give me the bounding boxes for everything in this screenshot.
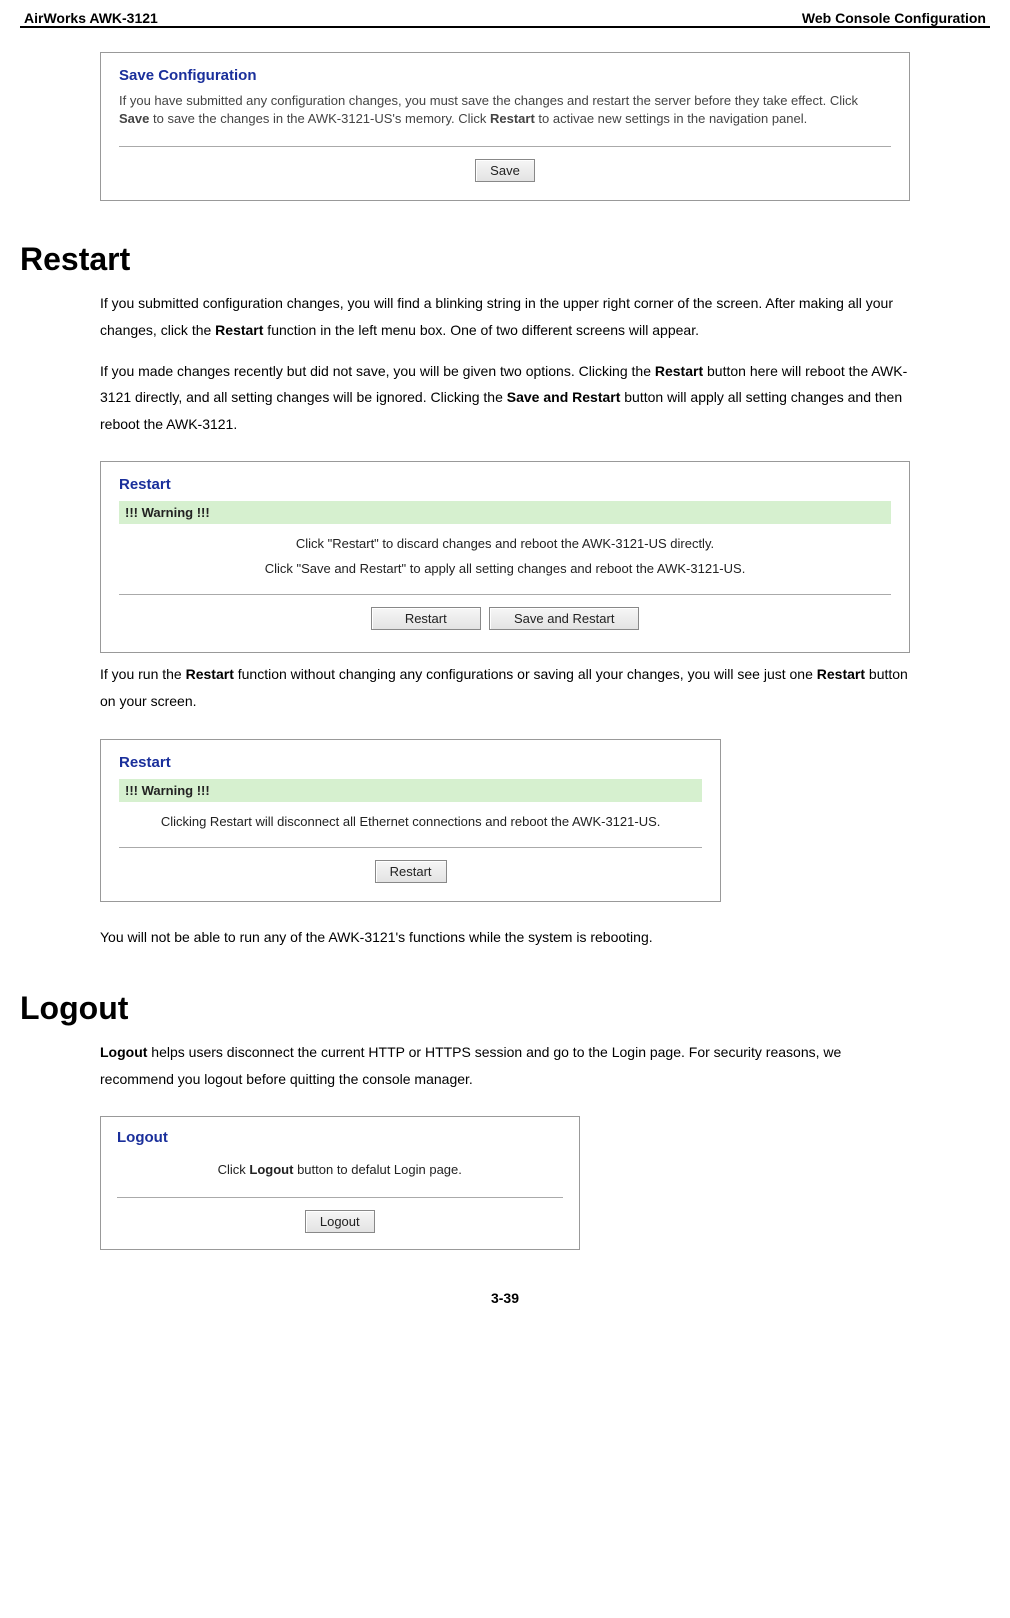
restart-panel2-title: Restart <box>119 754 702 771</box>
logout-heading: Logout <box>20 990 910 1027</box>
save-config-panel: Save Configuration If you have submitted… <box>100 52 910 201</box>
header-left: AirWorks AWK-3121 <box>24 10 158 26</box>
restart-para3: If you run the Restart function without … <box>100 661 910 714</box>
warning-bar: !!! Warning !!! <box>119 779 702 802</box>
rp3c: function without changing any configurat… <box>234 666 817 682</box>
rp1b: Restart <box>215 322 263 338</box>
logout-msg: Click Logout button to defalut Login pag… <box>117 1162 563 1177</box>
logout-para: Logout helps users disconnect the curren… <box>100 1039 910 1092</box>
restart-para2: If you made changes recently but did not… <box>100 358 910 438</box>
restart-button[interactable]: Restart <box>371 607 481 630</box>
rp3d: Restart <box>817 666 865 682</box>
divider <box>117 1197 563 1198</box>
restart-panel-two-buttons: Restart !!! Warning !!! Click "Restart" … <box>100 461 910 653</box>
restart-msg1: Click "Restart" to discard changes and r… <box>119 536 891 551</box>
lg-a: Logout <box>100 1044 147 1060</box>
lg-b: helps users disconnect the current HTTP … <box>100 1044 841 1087</box>
rp2a: If you made changes recently but did not… <box>100 363 655 379</box>
divider <box>119 847 702 848</box>
divider <box>119 594 891 595</box>
restart-para4: You will not be able to run any of the A… <box>100 924 910 951</box>
save-config-title: Save Configuration <box>119 67 891 84</box>
page-header: AirWorks AWK-3121 Web Console Configurat… <box>20 10 990 28</box>
restart-panel1-title: Restart <box>119 476 891 493</box>
lo-c: button to defalut Login page. <box>293 1162 461 1177</box>
logout-panel-title: Logout <box>117 1129 563 1146</box>
sc-text3: to activae new settings in the navigatio… <box>535 111 807 126</box>
save-and-restart-button[interactable]: Save and Restart <box>489 607 639 630</box>
restart-para1: If you submitted configuration changes, … <box>100 290 910 343</box>
sc-text2: to save the changes in the AWK-3121-US's… <box>149 111 490 126</box>
save-config-text: If you have submitted any configuration … <box>119 92 891 128</box>
rp3b: Restart <box>186 666 234 682</box>
restart-panel-one-button: Restart !!! Warning !!! Clicking Restart… <box>100 739 721 902</box>
rp3a: If you run the <box>100 666 186 682</box>
restart-msg2: Click "Save and Restart" to apply all se… <box>119 561 891 576</box>
sc-bold2: Restart <box>490 111 535 126</box>
restart-single-msg: Clicking Restart will disconnect all Eth… <box>119 814 702 829</box>
header-right: Web Console Configuration <box>802 10 986 26</box>
sc-bold1: Save <box>119 111 149 126</box>
save-button[interactable]: Save <box>475 159 535 182</box>
logout-button[interactable]: Logout <box>305 1210 375 1233</box>
page-number: 3-39 <box>20 1290 990 1306</box>
rp1c: function in the left menu box. One of tw… <box>263 322 699 338</box>
warning-bar: !!! Warning !!! <box>119 501 891 524</box>
rp2d: Save and Restart <box>507 389 621 405</box>
restart-heading: Restart <box>20 241 910 278</box>
sc-text1: If you have submitted any configuration … <box>119 93 858 108</box>
logout-panel: Logout Click Logout button to defalut Lo… <box>100 1116 580 1250</box>
divider <box>119 146 891 147</box>
restart-button[interactable]: Restart <box>375 860 447 883</box>
lo-a: Click <box>218 1162 250 1177</box>
lo-b: Logout <box>249 1162 293 1177</box>
rp2b: Restart <box>655 363 703 379</box>
